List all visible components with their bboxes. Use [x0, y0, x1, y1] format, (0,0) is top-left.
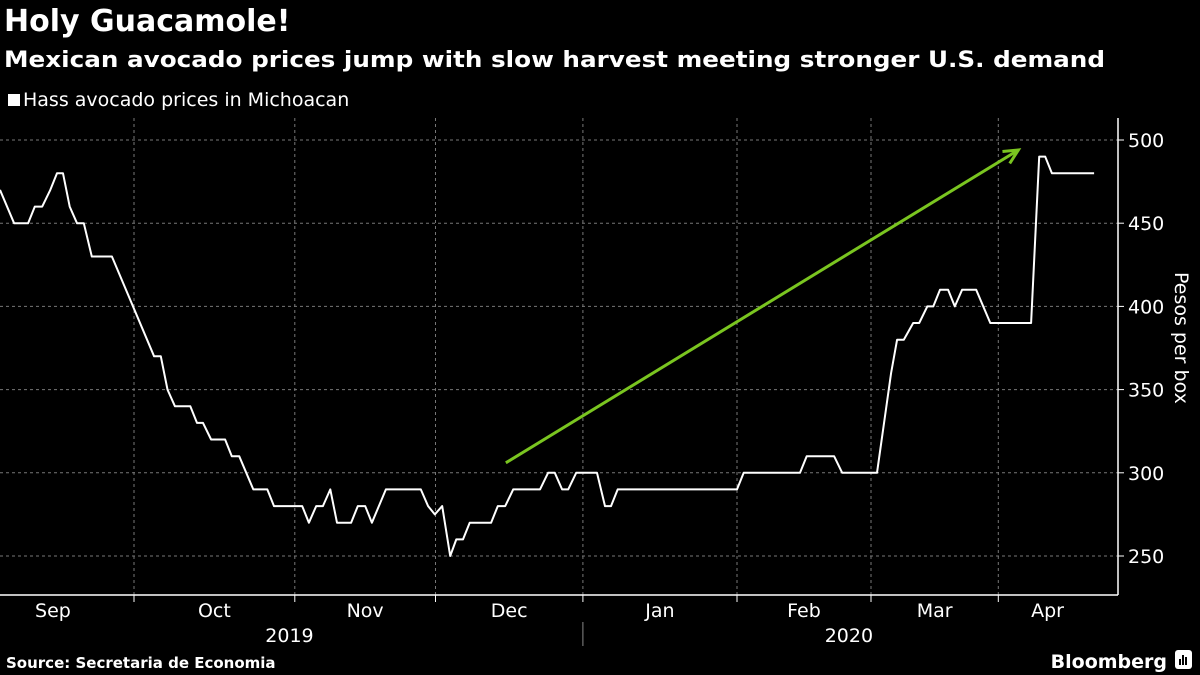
legend: Hass avocado prices in Michoacan [8, 89, 349, 111]
x-tick-label-month: Mar [917, 600, 953, 622]
y-tick-label: 250 [1128, 546, 1164, 568]
price-line [0, 155, 1095, 557]
chart-title: Holy Guacamole! [4, 4, 290, 39]
legend-label: Hass avocado prices in Michoacan [23, 89, 349, 111]
y-tick-label: 350 [1128, 380, 1164, 402]
source-note: Source: Secretaria de Economia [6, 654, 276, 672]
x-tick-label-month: Sep [35, 600, 71, 622]
x-tick-label-month: Feb [787, 600, 821, 622]
trend-arrow-head-icon [1002, 148, 1022, 165]
x-tick-label-month: Apr [1031, 600, 1064, 622]
series-layer [0, 155, 1095, 557]
chart-subtitle: Mexican avocado prices jump with slow ha… [4, 48, 1105, 73]
x-tick-label-month: Oct [198, 600, 231, 622]
x-ticks: Sep Oct Nov Dec Jan Feb Mar Apr 2019 2020 [35, 595, 1064, 647]
gridlines [0, 118, 1118, 595]
y-ticks: 250 300 350 400 450 500 [1118, 130, 1164, 568]
legend-swatch [8, 94, 20, 106]
trend-arrow-shaft [505, 148, 1020, 465]
y-axis-label: Pesos per box [1170, 272, 1192, 404]
axes [0, 118, 1119, 596]
y-tick-label: 450 [1128, 213, 1164, 235]
bloomberg-logo: Bloomberg [1051, 650, 1192, 673]
y-tick-label: 400 [1128, 296, 1164, 318]
annotation-layer [505, 148, 1022, 465]
y-tick-label: 500 [1128, 130, 1164, 152]
y-tick-label: 300 [1128, 463, 1164, 485]
x-tick-label-year: 2019 [265, 625, 313, 647]
brand-name: Bloomberg [1051, 651, 1167, 673]
x-tick-label-year: 2020 [825, 625, 873, 647]
x-tick-label-month: Nov [347, 600, 384, 622]
x-tick-label-month: Jan [644, 600, 674, 622]
x-tick-label-month: Dec [491, 600, 528, 622]
